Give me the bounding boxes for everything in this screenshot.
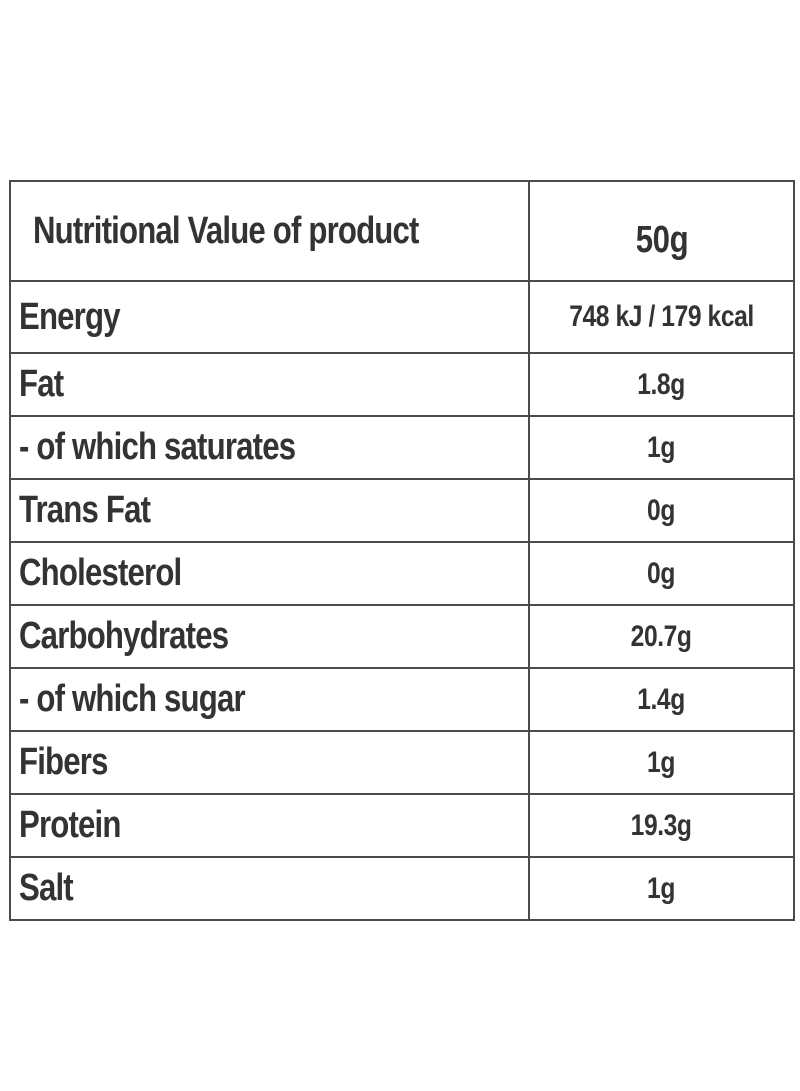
row-value-cell: 1g: [530, 732, 793, 793]
table-row-fibers: Fibers 1g: [11, 730, 793, 793]
row-label: Protein: [19, 804, 121, 846]
row-value: 1g: [647, 430, 676, 464]
row-value: 0g: [647, 493, 676, 527]
row-label-cell: - of which sugar: [11, 669, 530, 730]
row-label-cell: Salt: [11, 858, 530, 919]
row-label: Cholesterol: [19, 552, 182, 594]
header-value: 50g: [635, 218, 688, 261]
row-value-cell: 20.7g: [530, 606, 793, 667]
row-value-cell: 0g: [530, 543, 793, 604]
row-label-cell: - of which saturates: [11, 417, 530, 478]
row-label: - of which sugar: [19, 678, 246, 720]
header-label-cell: Nutritional Value of product: [11, 182, 530, 280]
row-value-cell: 1.4g: [530, 669, 793, 730]
row-label: Energy: [19, 295, 121, 338]
row-label: Salt: [19, 867, 74, 909]
table-row-fat: Fat 1.8g: [11, 352, 793, 415]
row-label: Fat: [19, 363, 64, 405]
header-value-cell: 50g: [530, 182, 793, 280]
row-label-cell: Fat: [11, 354, 530, 415]
row-value: 19.3g: [631, 808, 692, 842]
table-row-saturates: - of which saturates 1g: [11, 415, 793, 478]
table-row-salt: Salt 1g: [11, 856, 793, 919]
row-label: Fibers: [19, 741, 108, 783]
row-value-cell: 19.3g: [530, 795, 793, 856]
row-label: - of which saturates: [19, 426, 296, 468]
table-row-energy: Energy 748 kJ / 179 kcal: [11, 280, 793, 352]
row-label-cell: Protein: [11, 795, 530, 856]
row-value-cell: 0g: [530, 480, 793, 541]
row-label-cell: Carbohydrates: [11, 606, 530, 667]
row-label-cell: Energy: [11, 282, 530, 352]
row-value: 20.7g: [631, 619, 692, 653]
row-value: 1.8g: [637, 367, 686, 401]
row-label-cell: Fibers: [11, 732, 530, 793]
row-value-cell: 1.8g: [530, 354, 793, 415]
table-row-sugar: - of which sugar 1.4g: [11, 667, 793, 730]
row-value: 1.4g: [637, 682, 686, 716]
row-label: Carbohydrates: [19, 615, 229, 657]
row-value: 1g: [647, 871, 676, 905]
table-header-row: Nutritional Value of product 50g: [11, 182, 793, 280]
row-value: 1g: [647, 745, 676, 779]
row-value-cell: 1g: [530, 417, 793, 478]
row-value: 748 kJ / 179 kcal: [569, 300, 754, 333]
row-label: Trans Fat: [19, 489, 151, 531]
table-row-trans-fat: Trans Fat 0g: [11, 478, 793, 541]
table-row-protein: Protein 19.3g: [11, 793, 793, 856]
header-label: Nutritional Value of product: [33, 209, 419, 252]
table-row-carbohydrates: Carbohydrates 20.7g: [11, 604, 793, 667]
nutrition-table: Nutritional Value of product 50g Energy …: [9, 180, 795, 921]
row-value-cell: 1g: [530, 858, 793, 919]
row-value: 0g: [647, 556, 676, 590]
row-label-cell: Trans Fat: [11, 480, 530, 541]
table-row-cholesterol: Cholesterol 0g: [11, 541, 793, 604]
row-value-cell: 748 kJ / 179 kcal: [530, 282, 793, 352]
row-label-cell: Cholesterol: [11, 543, 530, 604]
